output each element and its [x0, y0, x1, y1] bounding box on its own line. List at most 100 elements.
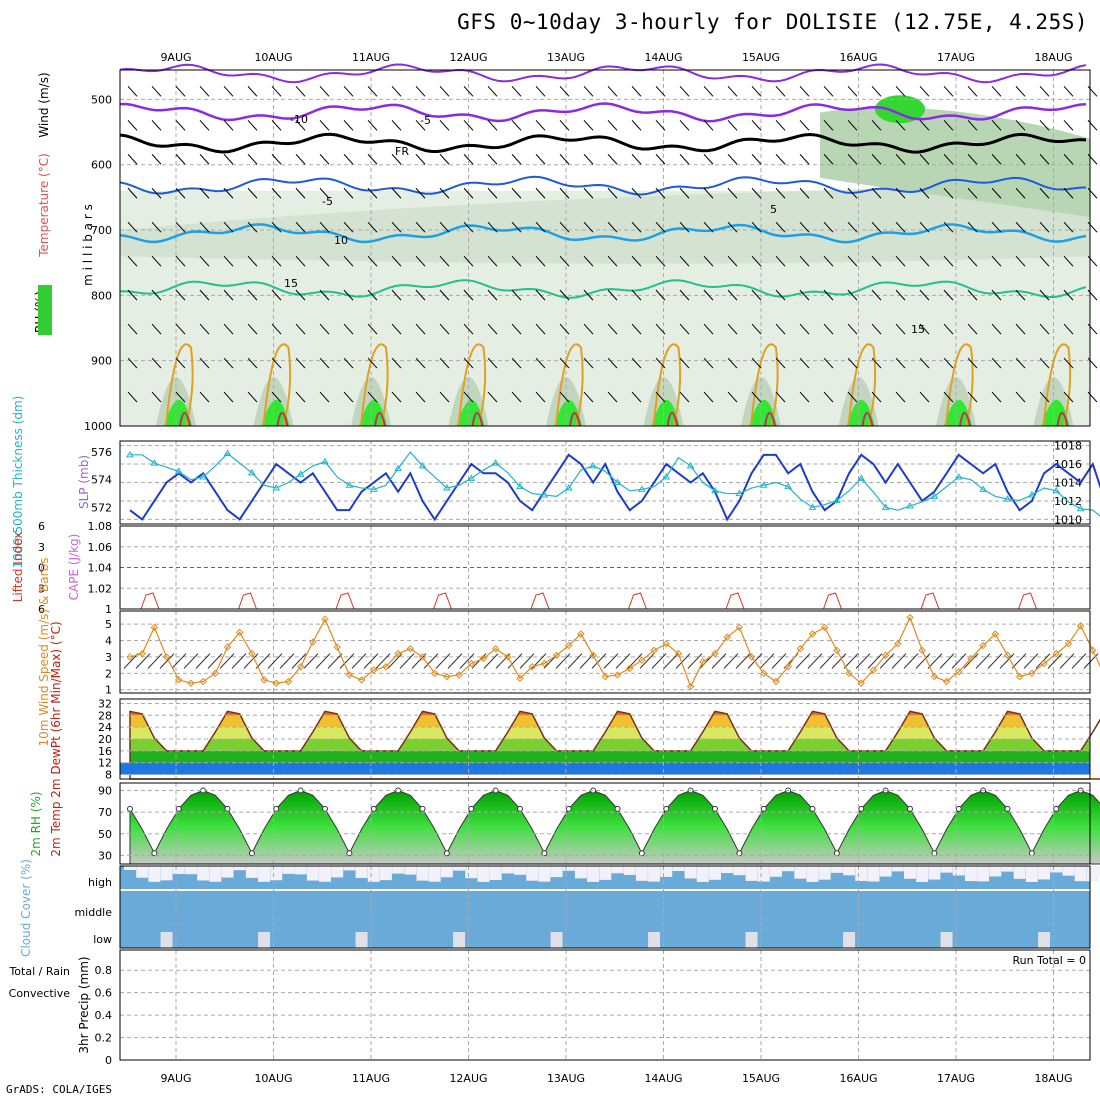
wind-speed-point — [370, 666, 378, 674]
slp-axis-label: SLP (mb) — [77, 455, 91, 509]
wind-barb — [631, 255, 642, 267]
wind-speed-point — [808, 630, 817, 638]
cloud-high-bar — [440, 866, 453, 878]
wind-barb — [391, 357, 402, 369]
wind-barb — [655, 323, 666, 335]
rh-90-area — [164, 399, 192, 426]
wind-tick: 4 — [105, 635, 112, 648]
wind-barb — [351, 653, 367, 669]
wind-speed-point — [272, 679, 280, 687]
wind-barb — [511, 391, 522, 403]
cloud-high-bar — [989, 866, 1002, 877]
wind-barb — [367, 85, 378, 97]
wind-barb — [151, 323, 162, 335]
wind-barb — [967, 85, 978, 97]
wind-barb — [651, 653, 667, 669]
rh-tick: 90 — [98, 785, 112, 798]
isotherm-25-line — [861, 411, 874, 427]
rh-point — [541, 850, 548, 857]
rh-90-area — [749, 399, 777, 426]
wind-barb — [607, 391, 618, 403]
wind-barb — [199, 323, 210, 335]
wind-barb — [415, 391, 426, 403]
wind-barb — [559, 357, 570, 369]
wind-barb — [991, 85, 1002, 97]
wind-barb — [391, 221, 402, 233]
date-label-bottom: 13AUG — [547, 1072, 585, 1085]
cloud-high-bar — [830, 866, 843, 873]
wind-barb — [271, 85, 282, 97]
wind-barb — [871, 357, 882, 369]
wind-barb — [1015, 221, 1026, 233]
wind-tick: 3 — [105, 651, 112, 664]
thickness-point — [954, 472, 963, 480]
cape-tick: 1.08 — [88, 520, 113, 533]
pressure-tick: 700 — [91, 224, 112, 237]
wind-barb — [583, 85, 594, 97]
wind-barb — [655, 289, 666, 301]
wind-barb — [195, 653, 211, 669]
cloud-high-bar — [940, 866, 953, 873]
wind-barb — [483, 653, 499, 669]
li-tick: 3 — [38, 541, 45, 554]
wind-speed-point — [1089, 646, 1097, 655]
wind-barb — [1059, 653, 1075, 669]
lifted-index-line — [433, 592, 452, 610]
wind-barb — [775, 85, 786, 97]
wind-barb — [871, 153, 882, 165]
slp-thickness-panel: 101010121014101610185725745761000-500mb … — [11, 396, 1100, 568]
rh-point — [370, 805, 377, 812]
wind-speed-point — [199, 677, 207, 686]
wind-barb — [919, 255, 930, 267]
wind-barb — [463, 289, 474, 301]
thickness-tick: 576 — [91, 446, 112, 459]
wind-barb — [727, 391, 738, 403]
wind-barb — [967, 323, 978, 335]
wind-barb — [391, 119, 402, 131]
wind-barb — [151, 187, 162, 199]
wind-barb — [223, 323, 234, 335]
rh-tick: 70 — [98, 806, 112, 819]
isotherm-line — [119, 279, 1087, 299]
wind-barb — [871, 187, 882, 199]
wind-barb — [295, 221, 306, 233]
thickness-point — [126, 450, 134, 458]
wind-barb — [991, 187, 1002, 199]
thickness-point — [735, 489, 744, 497]
isotherm-line — [119, 223, 1087, 244]
wind-barb — [807, 653, 823, 669]
wind-barb — [439, 323, 450, 335]
wind-barb — [943, 153, 954, 165]
wind-barb — [1063, 255, 1074, 267]
thickness-point — [857, 474, 866, 481]
wind-speed-point — [979, 641, 987, 650]
wind-barb — [1015, 323, 1026, 335]
wind-barb — [319, 187, 330, 199]
lifted-index-line — [628, 592, 647, 610]
isotherm-label: 15 — [911, 323, 925, 336]
wind-speed-point — [650, 646, 658, 655]
wind-barb — [919, 153, 930, 165]
wind-barb — [223, 85, 234, 97]
rh-2m-panel: 30 50 70 90 2m RH (%) — [29, 782, 1100, 865]
wind-tick: 1 — [105, 684, 112, 697]
wind-barb — [319, 119, 330, 131]
thickness-point — [296, 470, 305, 477]
wind-barb — [439, 289, 450, 301]
wind-barb — [871, 221, 882, 233]
precip-axis-label: 3hr Precip (mm) — [77, 956, 91, 1053]
thickness-point — [272, 484, 281, 491]
wind-barb — [751, 221, 762, 233]
wind-barb — [583, 153, 594, 165]
wind-barb — [175, 85, 186, 97]
cloud-high-bar — [1074, 866, 1087, 882]
wind-barb — [223, 357, 234, 369]
wind-barb — [1015, 255, 1026, 267]
wind-barb — [295, 289, 306, 301]
wind-barb — [607, 221, 618, 233]
wind-barb — [991, 119, 1002, 131]
date-label-bottom: 15AUG — [742, 1072, 780, 1085]
cloud-high-bar — [453, 866, 466, 871]
cloud-high-bar — [331, 866, 344, 878]
wind-barb — [751, 119, 762, 131]
